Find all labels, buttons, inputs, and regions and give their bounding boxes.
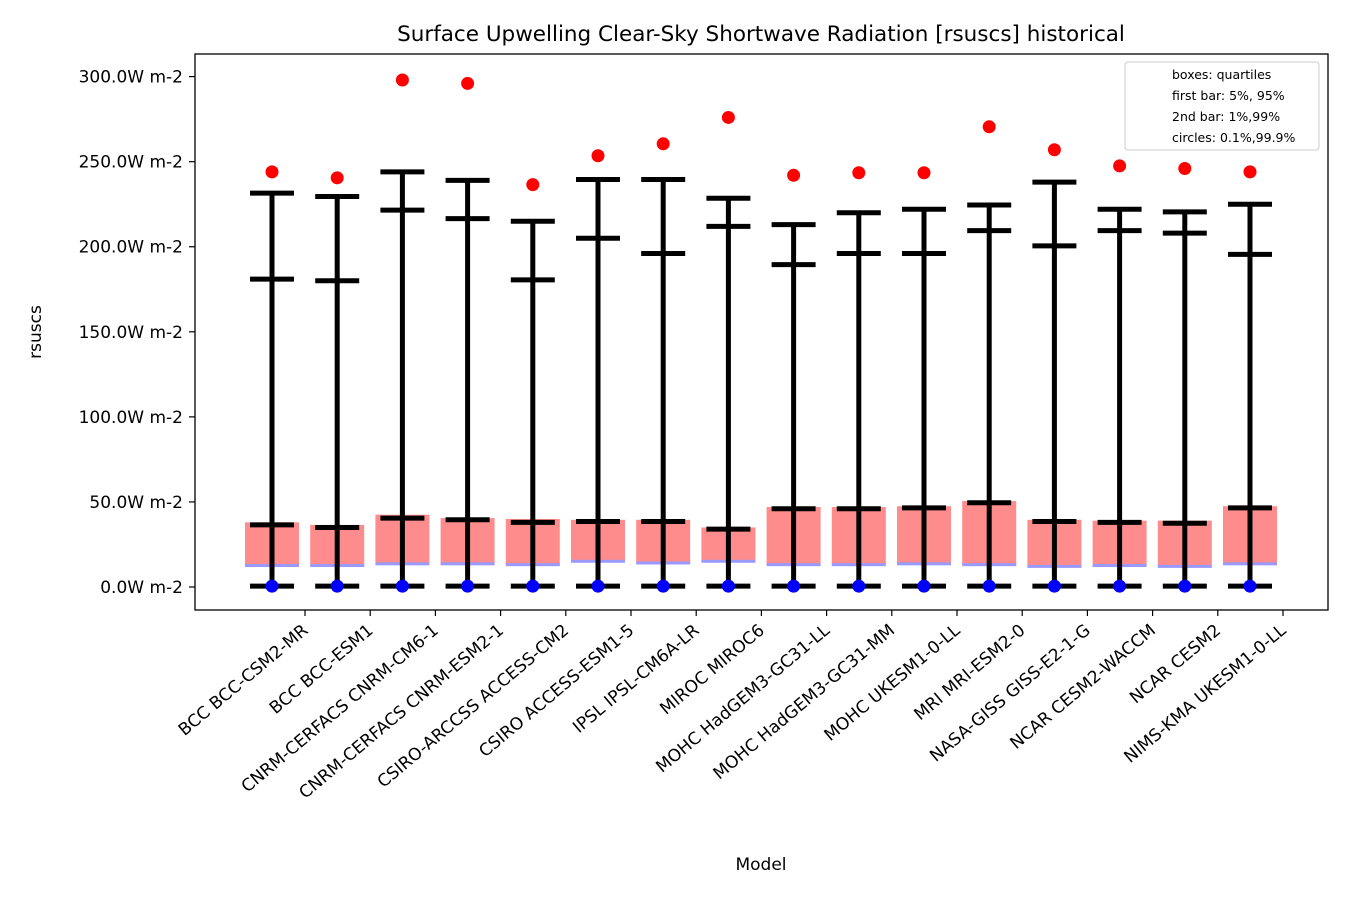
model-box-16 [1223,165,1277,593]
circle-0-1pct [852,579,866,593]
model-box-4 [440,76,495,593]
legend-entry-first-bar: first bar: 5%, 95% [1172,88,1285,103]
circle-0-1pct [982,579,996,593]
circle-0-1pct [1113,579,1127,593]
circle-0-1pct [1047,579,1061,593]
circle-0-1pct [656,579,670,593]
circle-99-9pct [330,171,344,185]
circle-0-1pct [461,579,475,593]
circle-0-1pct [787,579,801,593]
circle-0-1pct [330,579,344,593]
legend-entry-circles: circles: 0.1%,99.9% [1172,130,1296,145]
circle-99-9pct [591,149,605,163]
y-tick-label: 200.0W m-2 [79,238,183,258]
x-tick-label: IPSL IPSL-CM6A-LR [569,620,703,737]
x-axis-label: Model [735,855,786,875]
y-tick-label: 50.0W m-2 [89,493,183,513]
circle-99-9pct [1243,165,1257,179]
plot-area [245,73,1277,593]
model-box-6 [571,149,625,593]
circle-99-9pct [1178,161,1192,175]
y-tick-label: 250.0W m-2 [79,153,183,173]
legend-frame [1124,61,1320,151]
circle-0-1pct [721,579,735,593]
circle-99-9pct [656,137,670,151]
model-box-5 [505,178,560,593]
model-box-1 [245,165,299,593]
chart-title: Surface Upwelling Clear-Sky Shortwave Ra… [397,22,1125,47]
model-box-14 [1092,159,1147,593]
model-box-13 [1027,143,1082,593]
circle-0-1pct [395,579,409,593]
circle-0-1pct [917,579,931,593]
circle-99-9pct [461,76,475,90]
circle-0-1pct [591,579,605,593]
model-box-12 [962,120,1017,593]
y-tick-label: 100.0W m-2 [79,408,183,428]
model-box-8 [701,110,756,593]
legend-entry-second-bar: 2nd bar: 1%,99% [1172,109,1280,124]
model-box-11 [897,166,951,593]
model-box-2 [310,171,365,593]
circle-0-1pct [1178,579,1192,593]
circle-99-9pct [852,166,866,180]
circle-99-9pct [721,110,735,124]
circle-0-1pct [265,579,279,593]
circle-0-1pct [526,579,540,593]
y-axis: 0.0W m-2 50.0W m-2 100.0W m-2 150.0W m-2 200… [79,68,195,598]
model-box-15 [1157,161,1212,593]
circle-99-9pct [1047,143,1061,157]
model-box-9 [766,168,821,593]
circle-99-9pct [526,178,540,192]
circle-99-9pct [917,166,931,180]
circle-99-9pct [1113,159,1127,173]
y-tick-label: 300.0W m-2 [79,68,183,88]
model-box-7 [636,137,691,593]
circle-99-9pct [787,168,801,182]
circle-99-9pct [265,165,279,179]
y-tick-label: 0.0W m-2 [100,578,183,598]
y-axis-label: rsuscs [26,305,46,359]
circle-99-9pct [395,73,409,87]
legend: boxes: quartiles first bar: 5%, 95% 2nd … [1124,61,1320,151]
circle-99-9pct [982,120,996,134]
model-box-3 [375,73,430,593]
x-tick-label: MRI MRI-ESM2-0 [910,621,1029,725]
model-box-10 [831,166,886,593]
y-tick-label: 150.0W m-2 [79,323,183,343]
circle-0-1pct [1243,579,1257,593]
legend-entry-boxes: boxes: quartiles [1172,67,1271,82]
